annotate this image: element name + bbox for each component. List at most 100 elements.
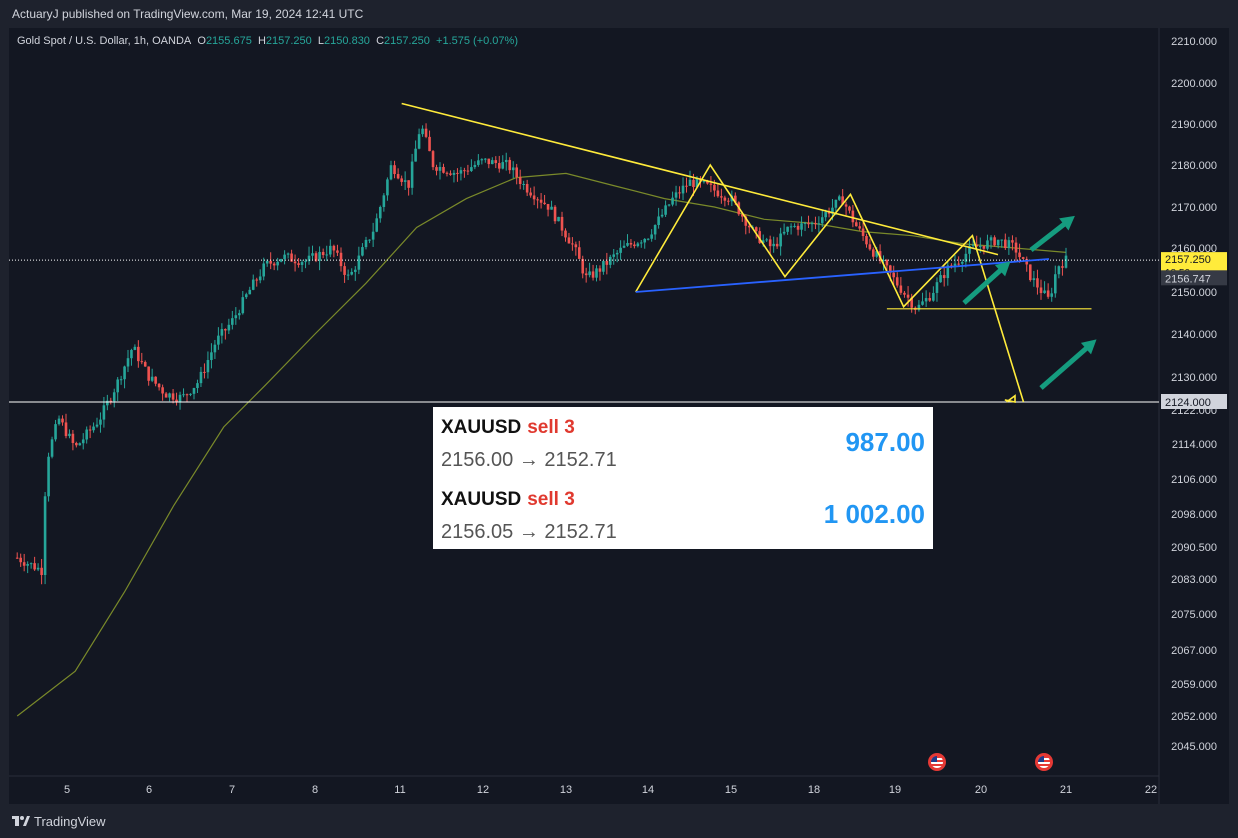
candle	[571, 243, 574, 245]
candle	[199, 371, 203, 384]
candle	[61, 418, 64, 423]
candle	[26, 563, 29, 566]
candle	[99, 419, 102, 425]
candle	[75, 442, 78, 446]
moving-average-line	[16, 172, 1067, 717]
price-tick-label: 2045.000	[1171, 741, 1217, 753]
candle	[175, 399, 178, 402]
candle	[619, 247, 622, 253]
candle	[841, 196, 844, 205]
candle	[206, 360, 210, 373]
candle	[817, 223, 821, 225]
candle	[357, 255, 361, 270]
trade-symbol: XAUUSD sell 3	[441, 417, 575, 438]
candle	[657, 216, 660, 226]
candle	[858, 226, 861, 229]
candle	[964, 253, 968, 262]
candle	[928, 298, 932, 301]
candle	[1004, 239, 1007, 248]
candle	[734, 195, 737, 203]
candle	[602, 260, 605, 272]
candle	[400, 178, 403, 182]
candle	[130, 349, 133, 359]
candle	[525, 184, 529, 193]
candle	[224, 329, 227, 331]
wave-pattern-line	[635, 163, 1025, 403]
candle	[882, 260, 885, 262]
candle	[744, 216, 748, 226]
candle	[532, 195, 536, 200]
footer-bar: TradingView	[0, 804, 1238, 838]
candle	[957, 263, 960, 265]
candle	[57, 418, 61, 425]
candle	[786, 226, 789, 232]
candle	[968, 245, 971, 254]
candle	[378, 206, 382, 219]
candle	[321, 251, 325, 256]
tradingview-logo-icon	[12, 816, 30, 826]
candle	[723, 197, 727, 201]
candle	[793, 225, 796, 227]
candle	[234, 315, 238, 319]
candle	[314, 253, 318, 261]
candle	[116, 379, 119, 393]
candle	[382, 195, 386, 207]
candle	[1032, 278, 1036, 281]
candle	[375, 218, 379, 232]
time-tick-label: 20	[975, 784, 987, 796]
candle	[54, 424, 57, 440]
trade-row: XAUUSD sell 3 2156.05 → 2152.71 1 002.00	[441, 483, 925, 543]
candle	[560, 216, 564, 231]
candle	[29, 563, 33, 565]
candle	[364, 239, 368, 248]
time-tick-label: 7	[229, 784, 235, 796]
candle	[19, 557, 22, 563]
publisher-text: ActuaryJ published on TradingView.com, M…	[12, 7, 364, 21]
candle	[1039, 287, 1043, 294]
candle	[407, 180, 410, 188]
candle	[106, 400, 109, 406]
candle	[557, 216, 560, 222]
price-tick-label: 2075.000	[1171, 609, 1217, 621]
candle	[36, 567, 40, 570]
candle	[119, 379, 123, 381]
candle	[490, 160, 494, 165]
candle	[421, 128, 424, 135]
price-chart[interactable]: 2210.000 2200.000 2190.000 2180.000 2170.000…	[9, 28, 1229, 804]
trade-side: sell 3	[527, 489, 575, 510]
candle	[143, 362, 147, 367]
price-tick-label: 2150.000	[1171, 287, 1217, 299]
candle	[598, 268, 602, 272]
trade-prices: 2156.00 → 2152.71	[441, 449, 617, 471]
time-tick-label: 6	[146, 784, 152, 796]
candle	[88, 429, 92, 431]
candle	[361, 247, 364, 256]
candle	[851, 210, 855, 223]
candle	[688, 179, 692, 186]
time-tick-label: 22	[1145, 784, 1157, 796]
us-flag-event-icon[interactable]	[1035, 753, 1053, 771]
candle	[921, 301, 924, 305]
low-value: 2150.830	[324, 35, 370, 47]
candle	[231, 318, 234, 325]
candle	[865, 235, 868, 245]
candle	[161, 387, 164, 394]
price-tick-label: 2090.500	[1171, 542, 1217, 554]
candle	[477, 160, 480, 165]
candle	[192, 388, 196, 394]
candle	[109, 400, 113, 402]
candle	[639, 242, 643, 244]
candle	[297, 263, 300, 265]
candle	[435, 167, 438, 171]
candle	[262, 263, 266, 277]
chart-area[interactable]: 2210.000 2200.000 2190.000 2180.000 2170.000…	[9, 28, 1229, 804]
candle	[612, 254, 616, 257]
time-tick-label: 5	[64, 784, 70, 796]
candle	[567, 237, 571, 244]
candle	[871, 249, 875, 257]
candle	[244, 294, 248, 298]
candle	[47, 456, 50, 497]
candle	[43, 496, 47, 576]
us-flag-event-icon[interactable]	[928, 753, 946, 771]
candle	[304, 261, 307, 263]
